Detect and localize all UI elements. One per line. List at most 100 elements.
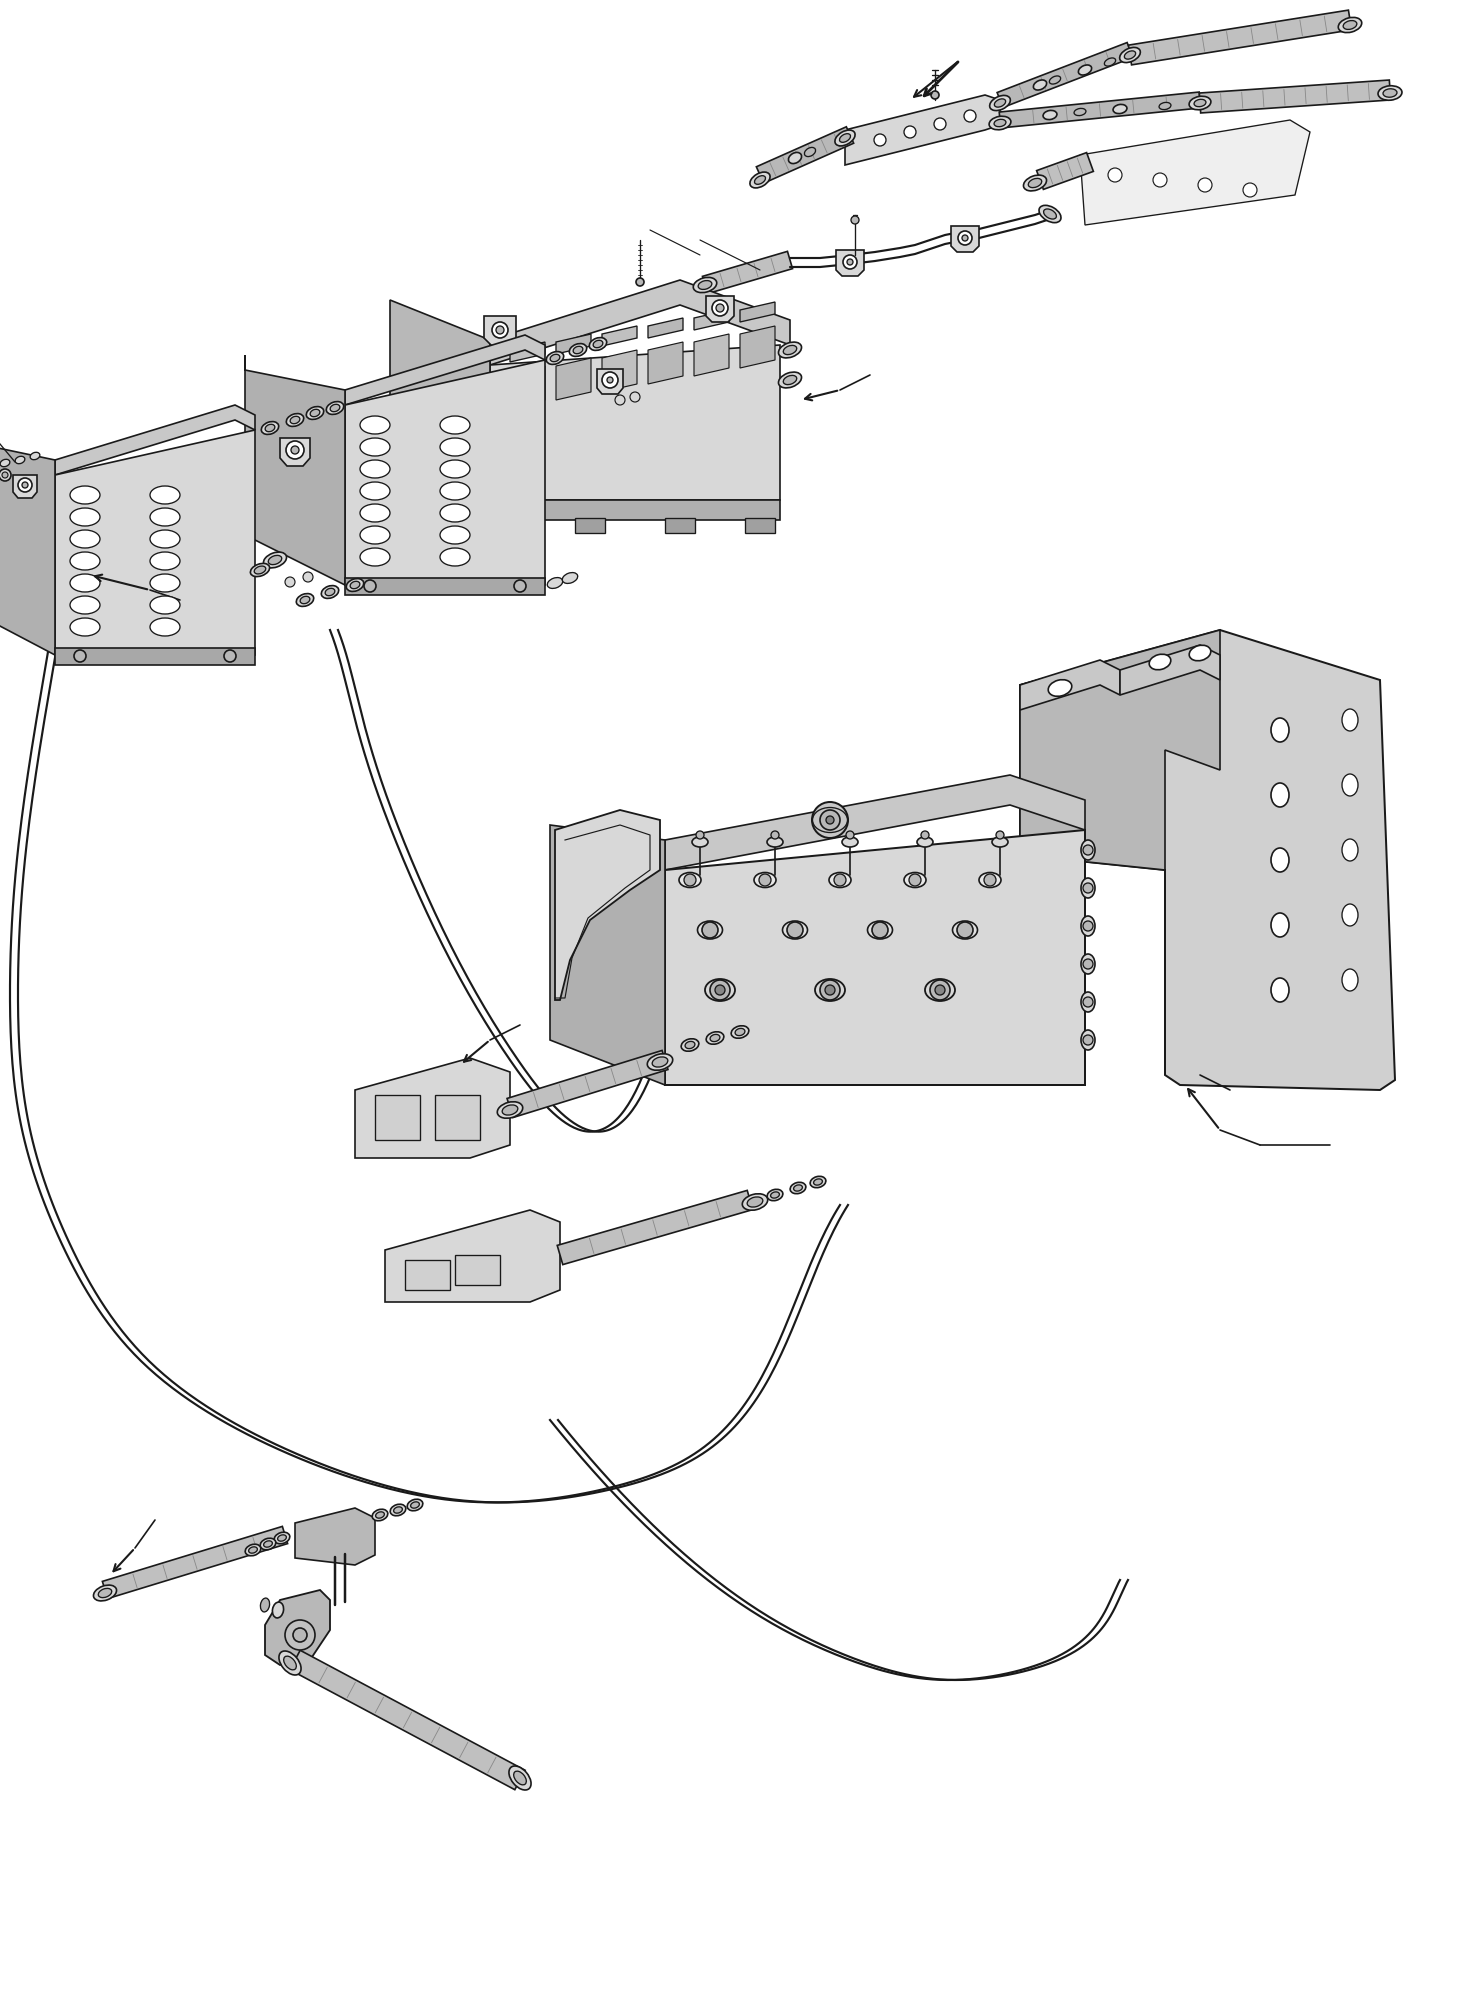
Polygon shape bbox=[951, 227, 979, 253]
Ellipse shape bbox=[1189, 96, 1211, 110]
Ellipse shape bbox=[1081, 1029, 1094, 1049]
Polygon shape bbox=[102, 1527, 288, 1599]
Polygon shape bbox=[836, 251, 864, 277]
Circle shape bbox=[285, 1621, 316, 1651]
Ellipse shape bbox=[953, 922, 978, 940]
Polygon shape bbox=[13, 476, 37, 498]
Ellipse shape bbox=[150, 552, 180, 569]
Ellipse shape bbox=[324, 587, 335, 595]
Polygon shape bbox=[558, 1191, 752, 1264]
Ellipse shape bbox=[1081, 954, 1094, 974]
Bar bbox=[745, 518, 774, 534]
Circle shape bbox=[1083, 1035, 1093, 1045]
Ellipse shape bbox=[550, 354, 560, 362]
Polygon shape bbox=[1021, 659, 1120, 711]
Ellipse shape bbox=[783, 376, 796, 384]
Ellipse shape bbox=[783, 922, 807, 940]
Ellipse shape bbox=[684, 1041, 695, 1049]
Polygon shape bbox=[490, 281, 791, 364]
Circle shape bbox=[285, 577, 295, 587]
Ellipse shape bbox=[1024, 175, 1047, 191]
Ellipse shape bbox=[652, 1057, 668, 1067]
Ellipse shape bbox=[1034, 80, 1047, 90]
Circle shape bbox=[847, 259, 853, 265]
Ellipse shape bbox=[1028, 179, 1041, 187]
Polygon shape bbox=[0, 424, 55, 655]
Ellipse shape bbox=[693, 277, 717, 293]
Ellipse shape bbox=[347, 579, 364, 591]
Ellipse shape bbox=[742, 1195, 767, 1211]
Circle shape bbox=[1083, 997, 1093, 1007]
Ellipse shape bbox=[1271, 719, 1289, 743]
Ellipse shape bbox=[509, 1766, 531, 1790]
Circle shape bbox=[965, 110, 976, 121]
Ellipse shape bbox=[779, 372, 801, 388]
Polygon shape bbox=[245, 354, 345, 585]
Ellipse shape bbox=[513, 1772, 527, 1784]
Bar bbox=[435, 1095, 479, 1141]
Ellipse shape bbox=[69, 595, 100, 613]
Ellipse shape bbox=[360, 548, 389, 565]
Circle shape bbox=[712, 301, 729, 317]
Polygon shape bbox=[1128, 10, 1351, 66]
Ellipse shape bbox=[816, 980, 845, 1001]
Ellipse shape bbox=[283, 1657, 296, 1670]
Polygon shape bbox=[556, 334, 591, 354]
Circle shape bbox=[696, 830, 704, 838]
Ellipse shape bbox=[994, 100, 1006, 108]
Polygon shape bbox=[389, 301, 490, 500]
Polygon shape bbox=[1120, 645, 1220, 695]
Circle shape bbox=[833, 874, 847, 886]
Circle shape bbox=[715, 305, 724, 313]
Circle shape bbox=[909, 874, 920, 886]
Ellipse shape bbox=[254, 565, 266, 573]
Circle shape bbox=[851, 215, 858, 225]
Polygon shape bbox=[280, 438, 310, 466]
Ellipse shape bbox=[264, 552, 286, 567]
Ellipse shape bbox=[376, 1511, 385, 1519]
Ellipse shape bbox=[1344, 20, 1357, 30]
Ellipse shape bbox=[310, 410, 320, 416]
Ellipse shape bbox=[360, 526, 389, 544]
Ellipse shape bbox=[990, 96, 1010, 111]
Polygon shape bbox=[507, 1051, 668, 1117]
Ellipse shape bbox=[1038, 205, 1061, 223]
Circle shape bbox=[224, 649, 236, 661]
Ellipse shape bbox=[1271, 978, 1289, 1001]
Ellipse shape bbox=[810, 1177, 826, 1189]
Circle shape bbox=[820, 810, 839, 830]
Ellipse shape bbox=[1384, 90, 1397, 98]
Ellipse shape bbox=[291, 416, 299, 424]
Circle shape bbox=[1083, 882, 1093, 894]
Ellipse shape bbox=[1342, 774, 1358, 796]
Ellipse shape bbox=[1342, 838, 1358, 860]
Ellipse shape bbox=[754, 872, 776, 888]
Circle shape bbox=[904, 125, 916, 137]
Circle shape bbox=[934, 117, 945, 129]
Polygon shape bbox=[740, 327, 774, 368]
Ellipse shape bbox=[1378, 86, 1401, 100]
Bar bbox=[496, 518, 525, 534]
Circle shape bbox=[1083, 844, 1093, 854]
Ellipse shape bbox=[755, 175, 766, 185]
Ellipse shape bbox=[497, 1101, 522, 1119]
Polygon shape bbox=[1037, 153, 1093, 189]
Ellipse shape bbox=[705, 980, 735, 1001]
Ellipse shape bbox=[749, 171, 770, 187]
Ellipse shape bbox=[1044, 209, 1056, 219]
Ellipse shape bbox=[804, 147, 816, 157]
Ellipse shape bbox=[391, 1505, 406, 1515]
Ellipse shape bbox=[350, 581, 360, 589]
Ellipse shape bbox=[266, 424, 274, 432]
Circle shape bbox=[286, 440, 304, 460]
Ellipse shape bbox=[1081, 840, 1094, 860]
Ellipse shape bbox=[767, 836, 783, 846]
Ellipse shape bbox=[839, 133, 851, 141]
Ellipse shape bbox=[814, 1179, 823, 1185]
Circle shape bbox=[957, 922, 974, 938]
Ellipse shape bbox=[273, 1603, 283, 1619]
Circle shape bbox=[74, 649, 86, 661]
Ellipse shape bbox=[150, 508, 180, 526]
Circle shape bbox=[1153, 173, 1167, 187]
Ellipse shape bbox=[69, 508, 100, 526]
